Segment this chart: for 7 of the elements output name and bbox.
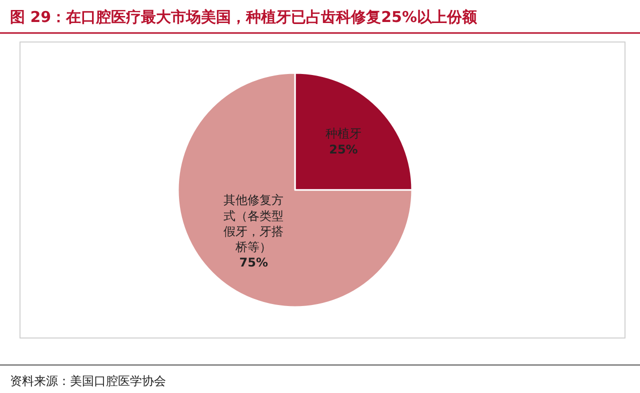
- slice-label: 种植牙: [325, 126, 362, 141]
- chart-title: 图 29：在口腔医疗最大市场美国，种植牙已占齿科修复25%以上份额: [10, 8, 478, 26]
- data-label: 75%: [239, 256, 268, 270]
- data-label: 25%: [329, 142, 358, 156]
- pie-slice: [177, 72, 413, 308]
- slice-label: 其他修复方式（各类型假牙，牙搭桥等）: [224, 193, 284, 254]
- text: 资料来源：美国口腔医学协会: [10, 374, 166, 388]
